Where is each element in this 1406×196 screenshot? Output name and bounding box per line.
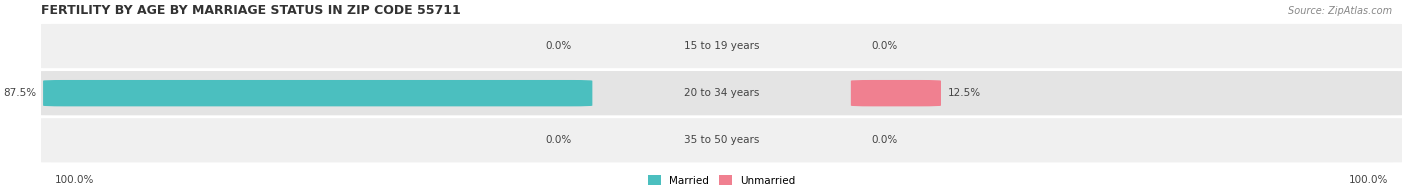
FancyBboxPatch shape: [851, 80, 941, 106]
FancyBboxPatch shape: [28, 24, 1406, 68]
Text: 100.0%: 100.0%: [1348, 175, 1388, 185]
Legend: Married, Unmarried: Married, Unmarried: [644, 171, 800, 190]
Text: 0.0%: 0.0%: [872, 41, 897, 51]
Text: Source: ZipAtlas.com: Source: ZipAtlas.com: [1288, 6, 1392, 16]
Text: 20 to 34 years: 20 to 34 years: [683, 88, 759, 98]
Text: 0.0%: 0.0%: [872, 135, 897, 145]
FancyBboxPatch shape: [28, 118, 1406, 162]
Text: 87.5%: 87.5%: [3, 88, 37, 98]
Text: FERTILITY BY AGE BY MARRIAGE STATUS IN ZIP CODE 55711: FERTILITY BY AGE BY MARRIAGE STATUS IN Z…: [41, 4, 461, 17]
Text: 15 to 19 years: 15 to 19 years: [683, 41, 759, 51]
FancyBboxPatch shape: [44, 80, 592, 106]
Text: 12.5%: 12.5%: [948, 88, 981, 98]
FancyBboxPatch shape: [28, 71, 1406, 115]
Text: 0.0%: 0.0%: [546, 41, 572, 51]
Text: 0.0%: 0.0%: [546, 135, 572, 145]
Text: 100.0%: 100.0%: [55, 175, 94, 185]
Text: 35 to 50 years: 35 to 50 years: [683, 135, 759, 145]
